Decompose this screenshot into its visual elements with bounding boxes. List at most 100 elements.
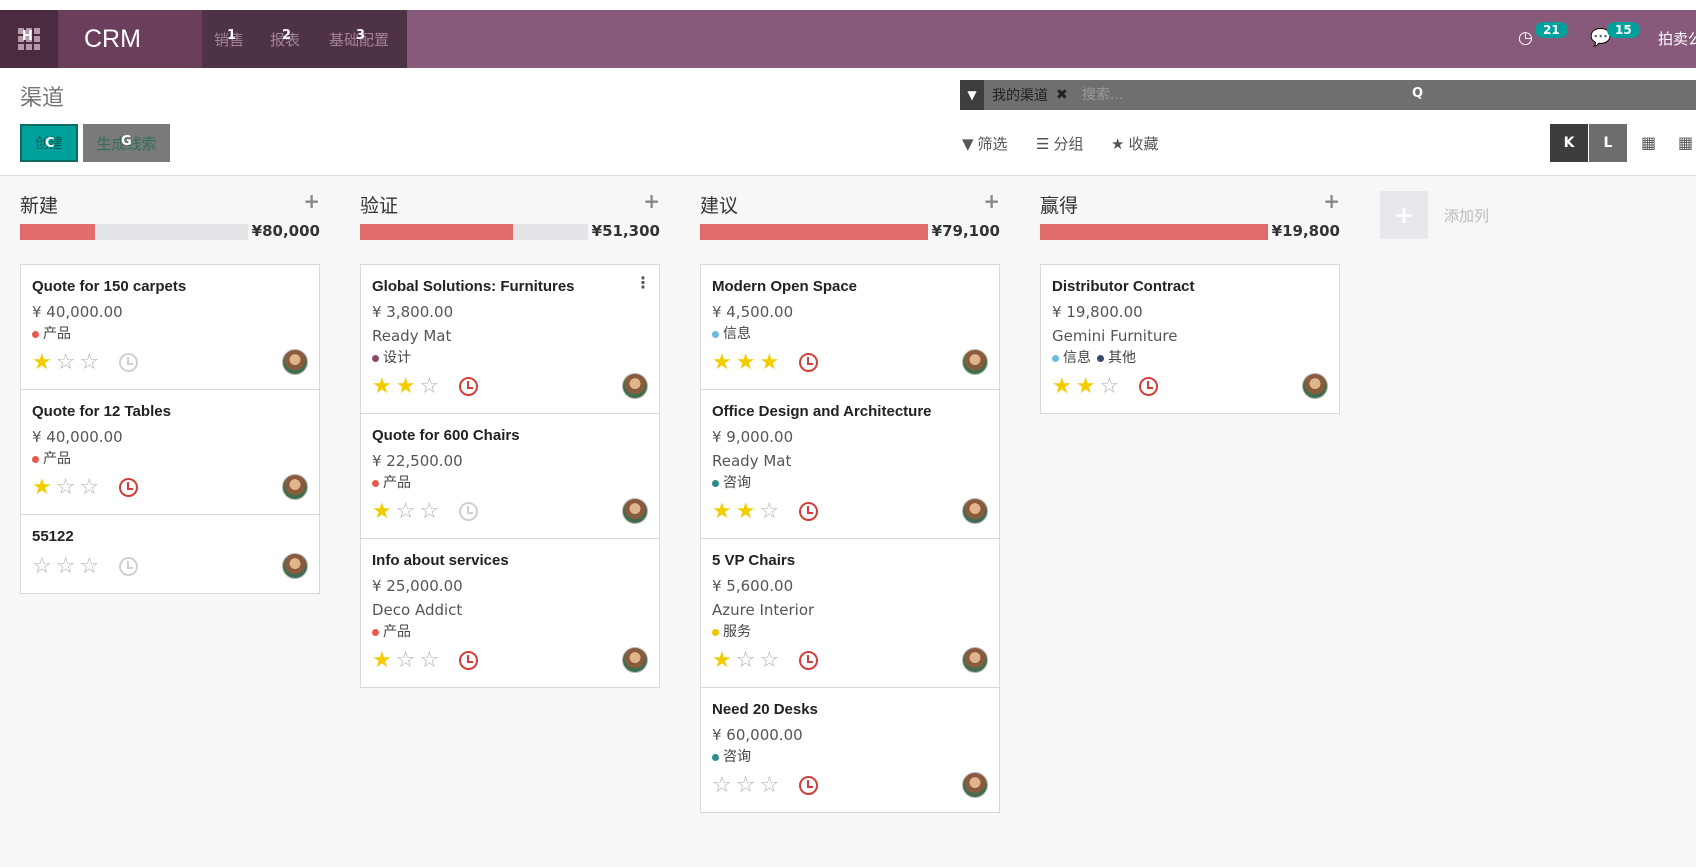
opportunity-card[interactable]: Info about services ¥ 25,000.00 Deco Addic… bbox=[360, 538, 660, 688]
create-button[interactable]: 创建 C bbox=[20, 124, 78, 162]
star-empty-icon[interactable]: ☆ bbox=[1099, 374, 1120, 399]
star-empty-icon[interactable]: ☆ bbox=[32, 554, 52, 579]
star-filled-icon[interactable]: ★ bbox=[712, 648, 732, 673]
opportunity-card[interactable]: Office Design and Architecture ¥ 9,000.00… bbox=[700, 389, 1000, 539]
column-title[interactable]: 建议 bbox=[700, 195, 739, 217]
star-filled-icon[interactable]: ★ bbox=[1075, 374, 1096, 399]
column-progress-bar[interactable] bbox=[700, 224, 928, 240]
salesperson-avatar[interactable] bbox=[1302, 373, 1328, 399]
user-menu[interactable]: 拍卖公 bbox=[1658, 30, 1696, 48]
star-empty-icon[interactable]: ☆ bbox=[759, 499, 780, 524]
star-empty-icon[interactable]: ☆ bbox=[79, 475, 100, 500]
star-filled-icon[interactable]: ★ bbox=[759, 350, 780, 375]
star-filled-icon[interactable]: ★ bbox=[1052, 374, 1072, 399]
salesperson-avatar[interactable] bbox=[282, 553, 308, 579]
activity-clock-icon[interactable] bbox=[459, 651, 478, 670]
star-empty-icon[interactable]: ☆ bbox=[419, 374, 440, 399]
salesperson-avatar[interactable] bbox=[962, 349, 988, 375]
star-empty-icon[interactable]: ☆ bbox=[735, 773, 756, 798]
opportunity-card[interactable]: Need 20 Desks ¥ 60,000.00 咨询 ☆ ☆ ☆ bbox=[700, 687, 1000, 813]
salesperson-avatar[interactable] bbox=[962, 498, 988, 524]
group-by-button[interactable]: ☰ 分组 bbox=[1036, 133, 1083, 154]
star-filled-icon[interactable]: ★ bbox=[32, 475, 52, 500]
star-empty-icon[interactable]: ☆ bbox=[419, 648, 440, 673]
star-empty-icon[interactable]: ☆ bbox=[735, 648, 756, 673]
star-empty-icon[interactable]: ☆ bbox=[55, 554, 76, 579]
kanban-view-button[interactable]: K bbox=[1550, 124, 1588, 162]
menu-config[interactable]: 基础配置 bbox=[329, 31, 390, 49]
salesperson-avatar[interactable] bbox=[622, 647, 648, 673]
column-progress-bar[interactable] bbox=[360, 224, 588, 240]
star-filled-icon[interactable]: ★ bbox=[712, 499, 732, 524]
quick-create-plus-icon[interactable]: + bbox=[303, 189, 320, 213]
star-filled-icon[interactable]: ★ bbox=[372, 499, 392, 524]
salesperson-avatar[interactable] bbox=[622, 373, 648, 399]
star-empty-icon[interactable]: ☆ bbox=[79, 554, 100, 579]
column-progress-bar[interactable] bbox=[20, 224, 248, 240]
remove-facet-icon[interactable]: ✖ bbox=[1056, 87, 1068, 103]
star-empty-icon[interactable]: ☆ bbox=[759, 773, 780, 798]
column-title[interactable]: 验证 bbox=[360, 195, 399, 217]
quick-create-plus-icon[interactable]: + bbox=[983, 189, 1000, 213]
opportunity-card[interactable]: 55122 ☆ ☆ ☆ bbox=[20, 514, 320, 594]
quick-create-plus-icon[interactable]: + bbox=[643, 189, 660, 213]
star-empty-icon[interactable]: ☆ bbox=[55, 475, 76, 500]
star-empty-icon[interactable]: ☆ bbox=[79, 350, 100, 375]
star-filled-icon[interactable]: ★ bbox=[32, 350, 52, 375]
opportunity-card[interactable]: 5 VP Chairs ¥ 5,600.00 Azure Interior 服务 ★ ☆ ☆ bbox=[700, 538, 1000, 688]
card-menu-dots-icon[interactable]: ⋮ bbox=[635, 273, 651, 292]
opportunity-card[interactable]: Distributor Contract ¥ 19,800.00 Gemini Fu… bbox=[1040, 264, 1340, 414]
star-filled-icon[interactable]: ★ bbox=[372, 648, 392, 673]
brand-area[interactable]: CRM bbox=[58, 10, 202, 68]
salesperson-avatar[interactable] bbox=[962, 772, 988, 798]
star-filled-icon[interactable]: ★ bbox=[735, 350, 756, 375]
search-input[interactable] bbox=[1082, 84, 1382, 106]
star-empty-icon[interactable]: ☆ bbox=[712, 773, 732, 798]
activity-clock-icon[interactable] bbox=[459, 502, 478, 521]
star-empty-icon[interactable]: ☆ bbox=[55, 350, 76, 375]
star-empty-icon[interactable]: ☆ bbox=[419, 499, 440, 524]
star-empty-icon[interactable]: ☆ bbox=[395, 499, 416, 524]
star-filled-icon[interactable]: ★ bbox=[735, 499, 756, 524]
activity-clock-icon[interactable] bbox=[799, 776, 818, 795]
generate-leads-button[interactable]: 生成线索 G bbox=[83, 124, 170, 162]
activity-clock-icon[interactable] bbox=[799, 651, 818, 670]
list-view-button[interactable]: L bbox=[1589, 124, 1627, 162]
activity-clock-icon[interactable] bbox=[459, 377, 478, 396]
menu-reports[interactable]: 报表 bbox=[270, 31, 301, 49]
opportunity-card[interactable]: Modern Open Space ¥ 4,500.00 信息 ★ ★ ★ bbox=[700, 264, 1000, 390]
star-empty-icon[interactable]: ☆ bbox=[759, 648, 780, 673]
filter-button[interactable]: ▼ 筛选 bbox=[962, 133, 1008, 154]
opportunity-card[interactable]: Global Solutions: Furnitures ¥ 3,800.00 Re… bbox=[360, 264, 660, 414]
pivot-view-icon[interactable]: ▦ bbox=[1678, 133, 1694, 152]
activity-clock-icon[interactable] bbox=[799, 353, 818, 372]
calendar-view-icon[interactable]: ▦ bbox=[1641, 133, 1657, 152]
star-filled-icon[interactable]: ★ bbox=[372, 374, 392, 399]
add-column-plus-icon[interactable]: + bbox=[1380, 191, 1428, 239]
activity-clock-icon[interactable] bbox=[1139, 377, 1158, 396]
card-partner: Ready Mat bbox=[712, 452, 792, 470]
salesperson-avatar[interactable] bbox=[962, 647, 988, 673]
activity-clock-icon[interactable] bbox=[119, 478, 138, 497]
opportunity-card[interactable]: Quote for 600 Chairs ¥ 22,500.00 产品 ★ ☆ ☆ bbox=[360, 413, 660, 539]
column-title[interactable]: 赢得 bbox=[1040, 195, 1079, 217]
star-filled-icon[interactable]: ★ bbox=[395, 374, 416, 399]
salesperson-avatar[interactable] bbox=[282, 474, 308, 500]
activity-clock-icon[interactable] bbox=[119, 557, 138, 576]
activity-clock-icon[interactable] bbox=[799, 502, 818, 521]
messages-icon[interactable]: 💬 bbox=[1590, 28, 1612, 48]
activity-clock-icon[interactable]: ◷ bbox=[1518, 28, 1533, 48]
column-title[interactable]: 新建 bbox=[20, 195, 59, 217]
menu-sales[interactable]: 销售 bbox=[214, 31, 245, 49]
star-filled-icon[interactable]: ★ bbox=[712, 350, 732, 375]
apps-menu-button[interactable]: H bbox=[0, 10, 58, 68]
star-empty-icon[interactable]: ☆ bbox=[395, 648, 416, 673]
quick-create-plus-icon[interactable]: + bbox=[1323, 189, 1340, 213]
opportunity-card[interactable]: Quote for 12 Tables ¥ 40,000.00 产品 ★ ☆ ☆ bbox=[20, 389, 320, 515]
salesperson-avatar[interactable] bbox=[282, 349, 308, 375]
opportunity-card[interactable]: Quote for 150 carpets ¥ 40,000.00 产品 ★ ☆ ☆ bbox=[20, 264, 320, 390]
column-progress-bar[interactable] bbox=[1040, 224, 1268, 240]
favorites-button[interactable]: ★ 收藏 bbox=[1111, 133, 1158, 154]
salesperson-avatar[interactable] bbox=[622, 498, 648, 524]
activity-clock-icon[interactable] bbox=[119, 353, 138, 372]
